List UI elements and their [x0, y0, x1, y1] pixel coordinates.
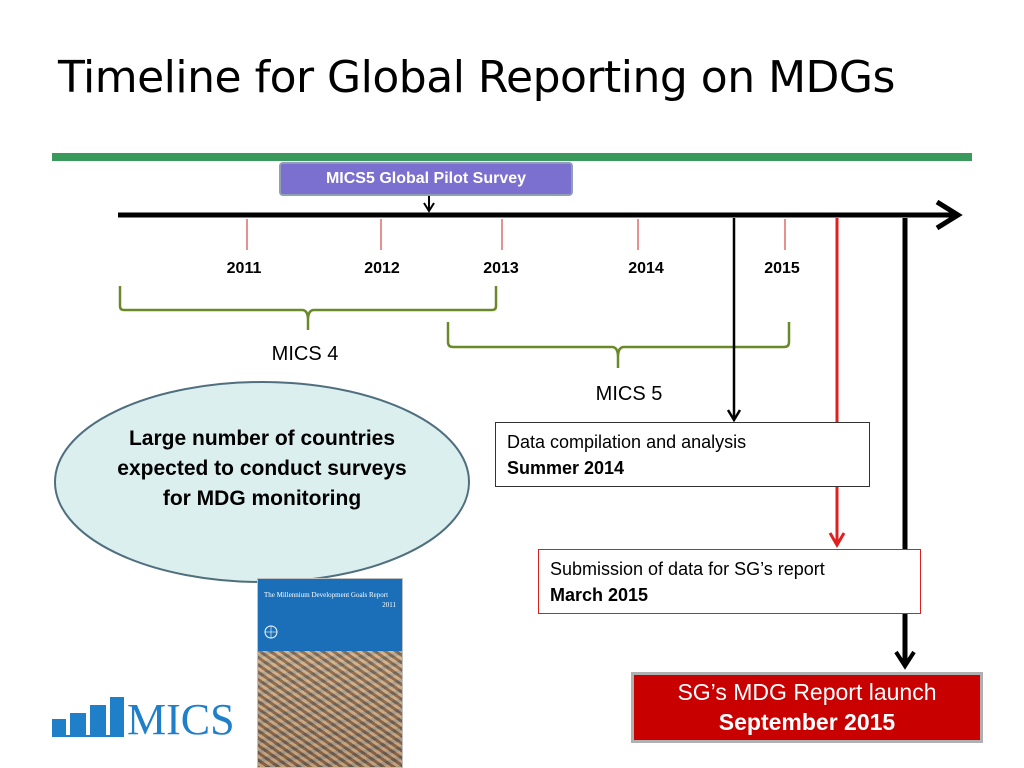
submission-line1: Submission of data for SG’s report — [550, 559, 825, 579]
ellipse-text: Large number of countries expected to co… — [117, 427, 407, 510]
compilation-date: Summer 2014 — [507, 458, 625, 478]
year-2011: 2011 — [226, 260, 262, 277]
mics5-label: MICS 5 — [595, 383, 663, 405]
launch-box: SG’s MDG Report launch September 2015 — [631, 672, 983, 743]
submission-date: March 2015 — [550, 585, 649, 605]
year-2012: 2012 — [364, 260, 400, 277]
report-cover-year: 2011 — [382, 601, 396, 609]
compilation-box: Data compilation and analysis Summer 201… — [495, 422, 870, 487]
page-title: Timeline for Global Reporting on MDGs — [58, 52, 895, 103]
title-divider — [52, 153, 972, 161]
year-2014: 2014 — [628, 260, 664, 277]
timeline-arrowhead — [935, 199, 963, 231]
report-cover-header: The Millennium Development Goals Report … — [258, 579, 402, 651]
mics4-label: MICS 4 — [271, 343, 339, 365]
pilot-survey-label: MICS5 Global Pilot Survey — [279, 162, 573, 196]
launch-line1: SG’s MDG Report launch — [677, 679, 937, 705]
un-emblem-icon — [264, 625, 278, 639]
mics-logo-text: MICS — [127, 695, 235, 744]
mics5-brace — [446, 322, 791, 368]
report-cover-photo — [258, 651, 402, 767]
launch-date: September 2015 — [718, 709, 896, 735]
year-2013: 2013 — [483, 260, 519, 277]
compilation-line1: Data compilation and analysis — [507, 432, 747, 452]
mics4-brace — [118, 286, 498, 330]
year-2015: 2015 — [764, 260, 800, 277]
submission-box: Submission of data for SG’s report March… — [538, 549, 921, 614]
mics-logo-icon — [52, 697, 124, 737]
report-cover-image: The Millennium Development Goals Report … — [257, 578, 403, 768]
report-cover-title: The Millennium Development Goals Report — [264, 591, 389, 599]
